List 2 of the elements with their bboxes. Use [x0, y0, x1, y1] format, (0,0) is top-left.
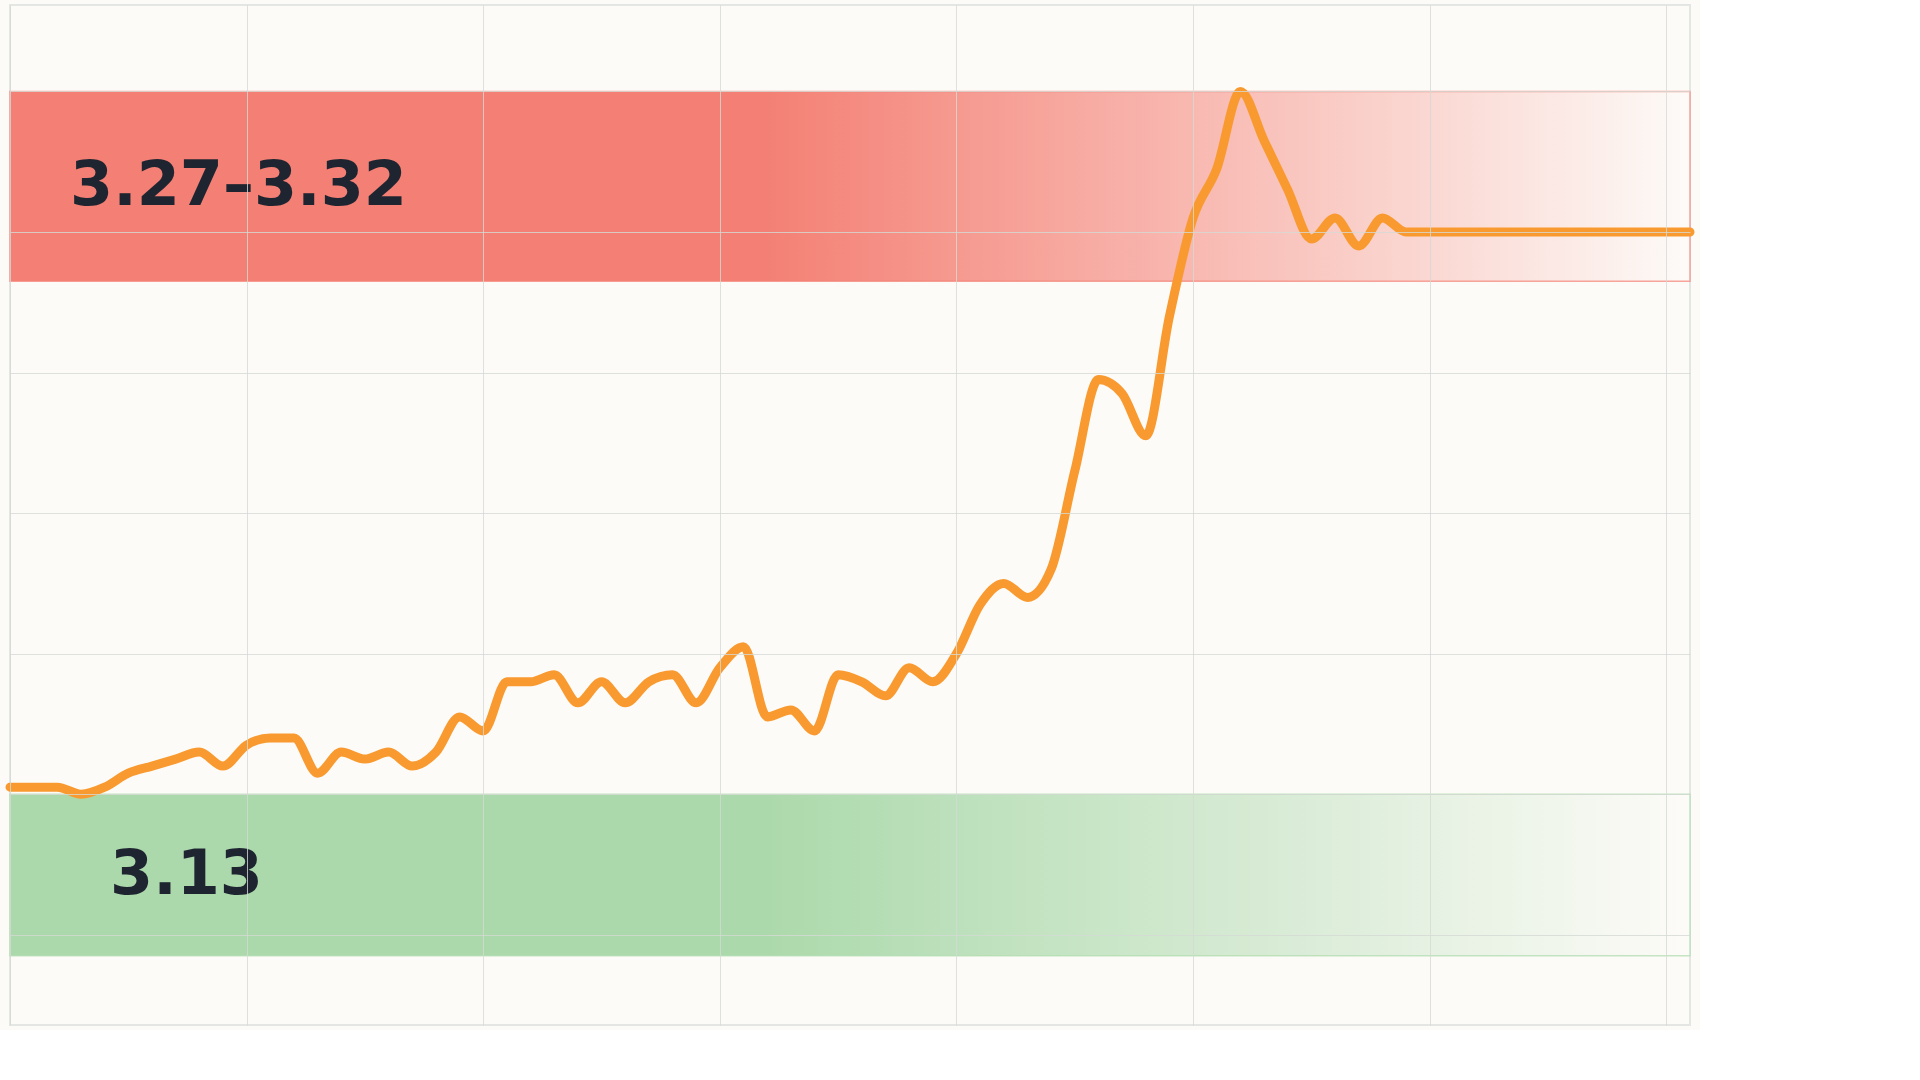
band-label: 3.13	[110, 836, 263, 910]
band-label: 3.27–3.32	[70, 147, 407, 221]
